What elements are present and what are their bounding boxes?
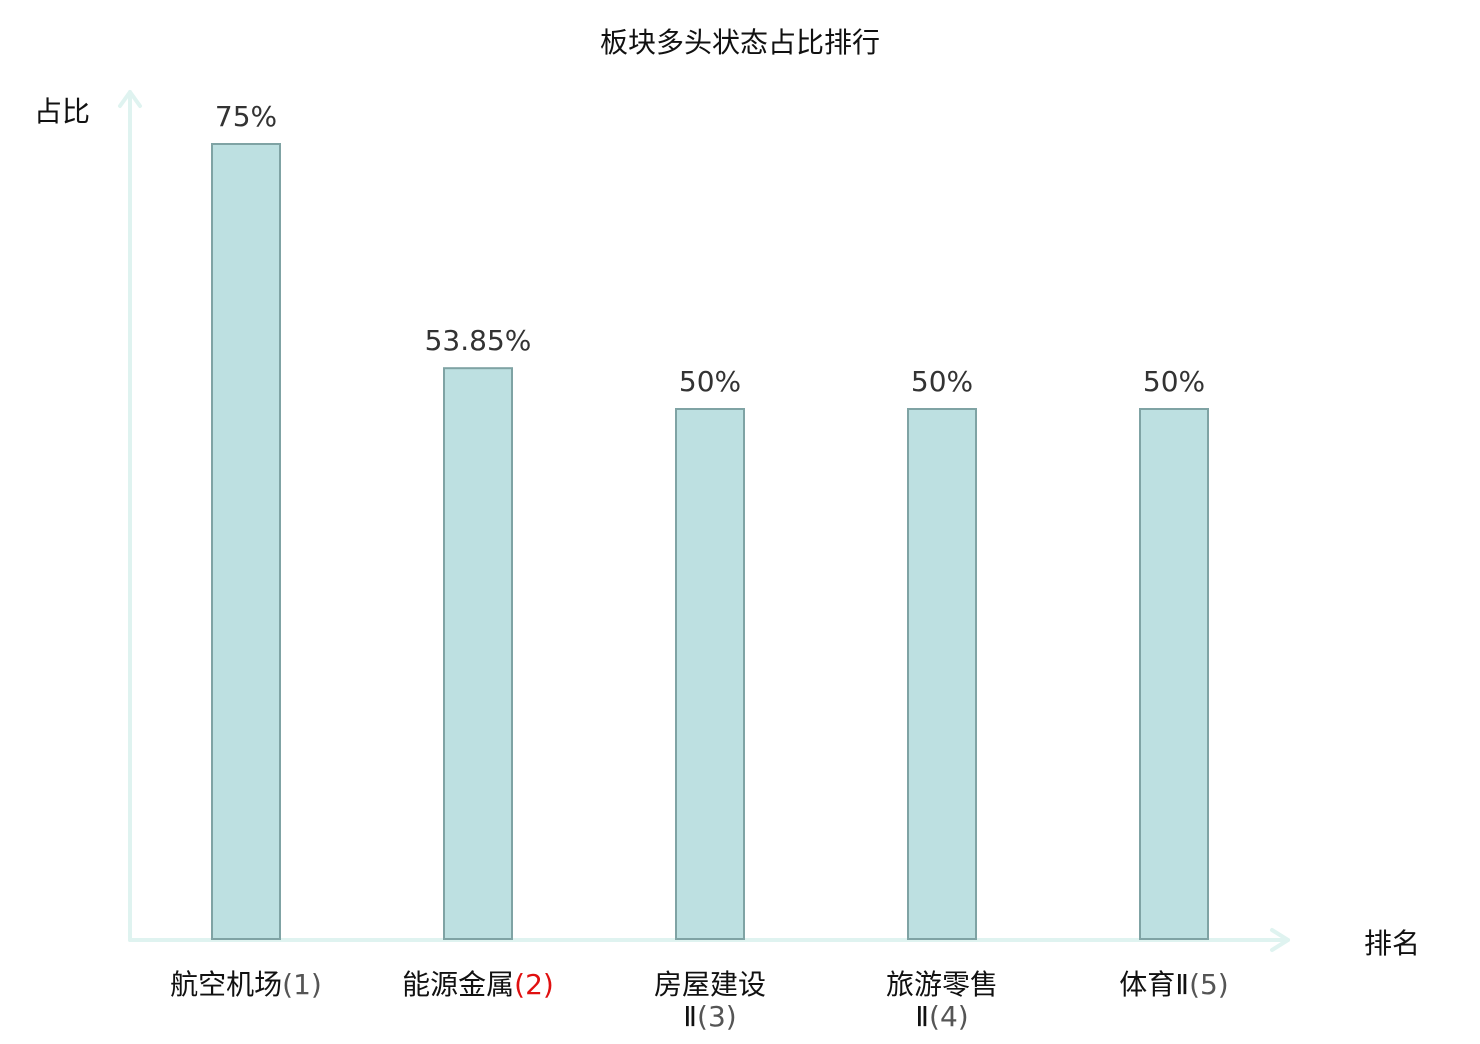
x-tick-name: 航空机场 xyxy=(170,968,282,1001)
x-tick-label: 体育Ⅱ(5) xyxy=(1119,968,1228,1001)
bar xyxy=(443,367,513,940)
bar-value-label: 50% xyxy=(679,365,741,398)
chart-title: 板块多头状态占比排行 xyxy=(600,26,880,59)
x-tick-label: 能源金属(2) xyxy=(402,968,554,1001)
x-tick-rank: (4) xyxy=(929,1000,969,1033)
y-axis-label: 占比 xyxy=(34,95,90,128)
value-labels-group: 75% 53.85% 50% 50% 50% xyxy=(215,100,1205,398)
bar-value-label: 75% xyxy=(215,100,277,133)
bar-value-label: 50% xyxy=(911,365,973,398)
bar xyxy=(1139,408,1209,940)
x-tick-label: 旅游零售 xyxy=(886,968,998,1001)
bar-value-label: 53.85% xyxy=(425,324,532,357)
x-tick-rank: (5) xyxy=(1189,968,1229,1001)
x-tick-name: Ⅱ xyxy=(915,1000,929,1033)
bar xyxy=(907,408,977,940)
x-axis-label: 排名 xyxy=(1364,927,1420,960)
x-tick-rank: (3) xyxy=(697,1000,737,1033)
x-tick-label: Ⅱ(3) xyxy=(683,1000,736,1033)
x-tick-name: 房屋建设 xyxy=(654,968,766,1001)
x-tick-rank: (1) xyxy=(282,968,322,1001)
bar-value-label: 50% xyxy=(1143,365,1205,398)
bars-group xyxy=(211,143,1209,940)
x-tick-label: 航空机场(1) xyxy=(170,968,322,1001)
x-tick-name: 体育Ⅱ xyxy=(1119,968,1189,1001)
bar xyxy=(211,143,281,940)
bar xyxy=(675,408,745,940)
x-tick-label: 房屋建设 xyxy=(654,968,766,1001)
x-tick-name: Ⅱ xyxy=(683,1000,697,1033)
x-axis-arrow-icon xyxy=(1270,928,1290,952)
x-tick-rank: (2) xyxy=(514,968,554,1001)
y-axis-arrow-icon xyxy=(118,90,142,108)
x-tick-label: Ⅱ(4) xyxy=(915,1000,968,1033)
x-tick-name: 旅游零售 xyxy=(886,968,998,1001)
x-tick-name: 能源金属 xyxy=(402,968,514,1001)
